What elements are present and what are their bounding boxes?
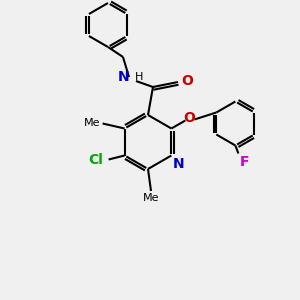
Text: Me: Me bbox=[143, 193, 159, 203]
Text: N: N bbox=[117, 70, 129, 84]
Text: Me: Me bbox=[84, 118, 101, 128]
Text: H: H bbox=[135, 72, 143, 82]
Text: Cl: Cl bbox=[89, 154, 104, 167]
Text: O: O bbox=[183, 112, 195, 125]
Text: N: N bbox=[172, 157, 184, 170]
Text: O: O bbox=[181, 74, 193, 88]
Text: F: F bbox=[239, 155, 249, 170]
